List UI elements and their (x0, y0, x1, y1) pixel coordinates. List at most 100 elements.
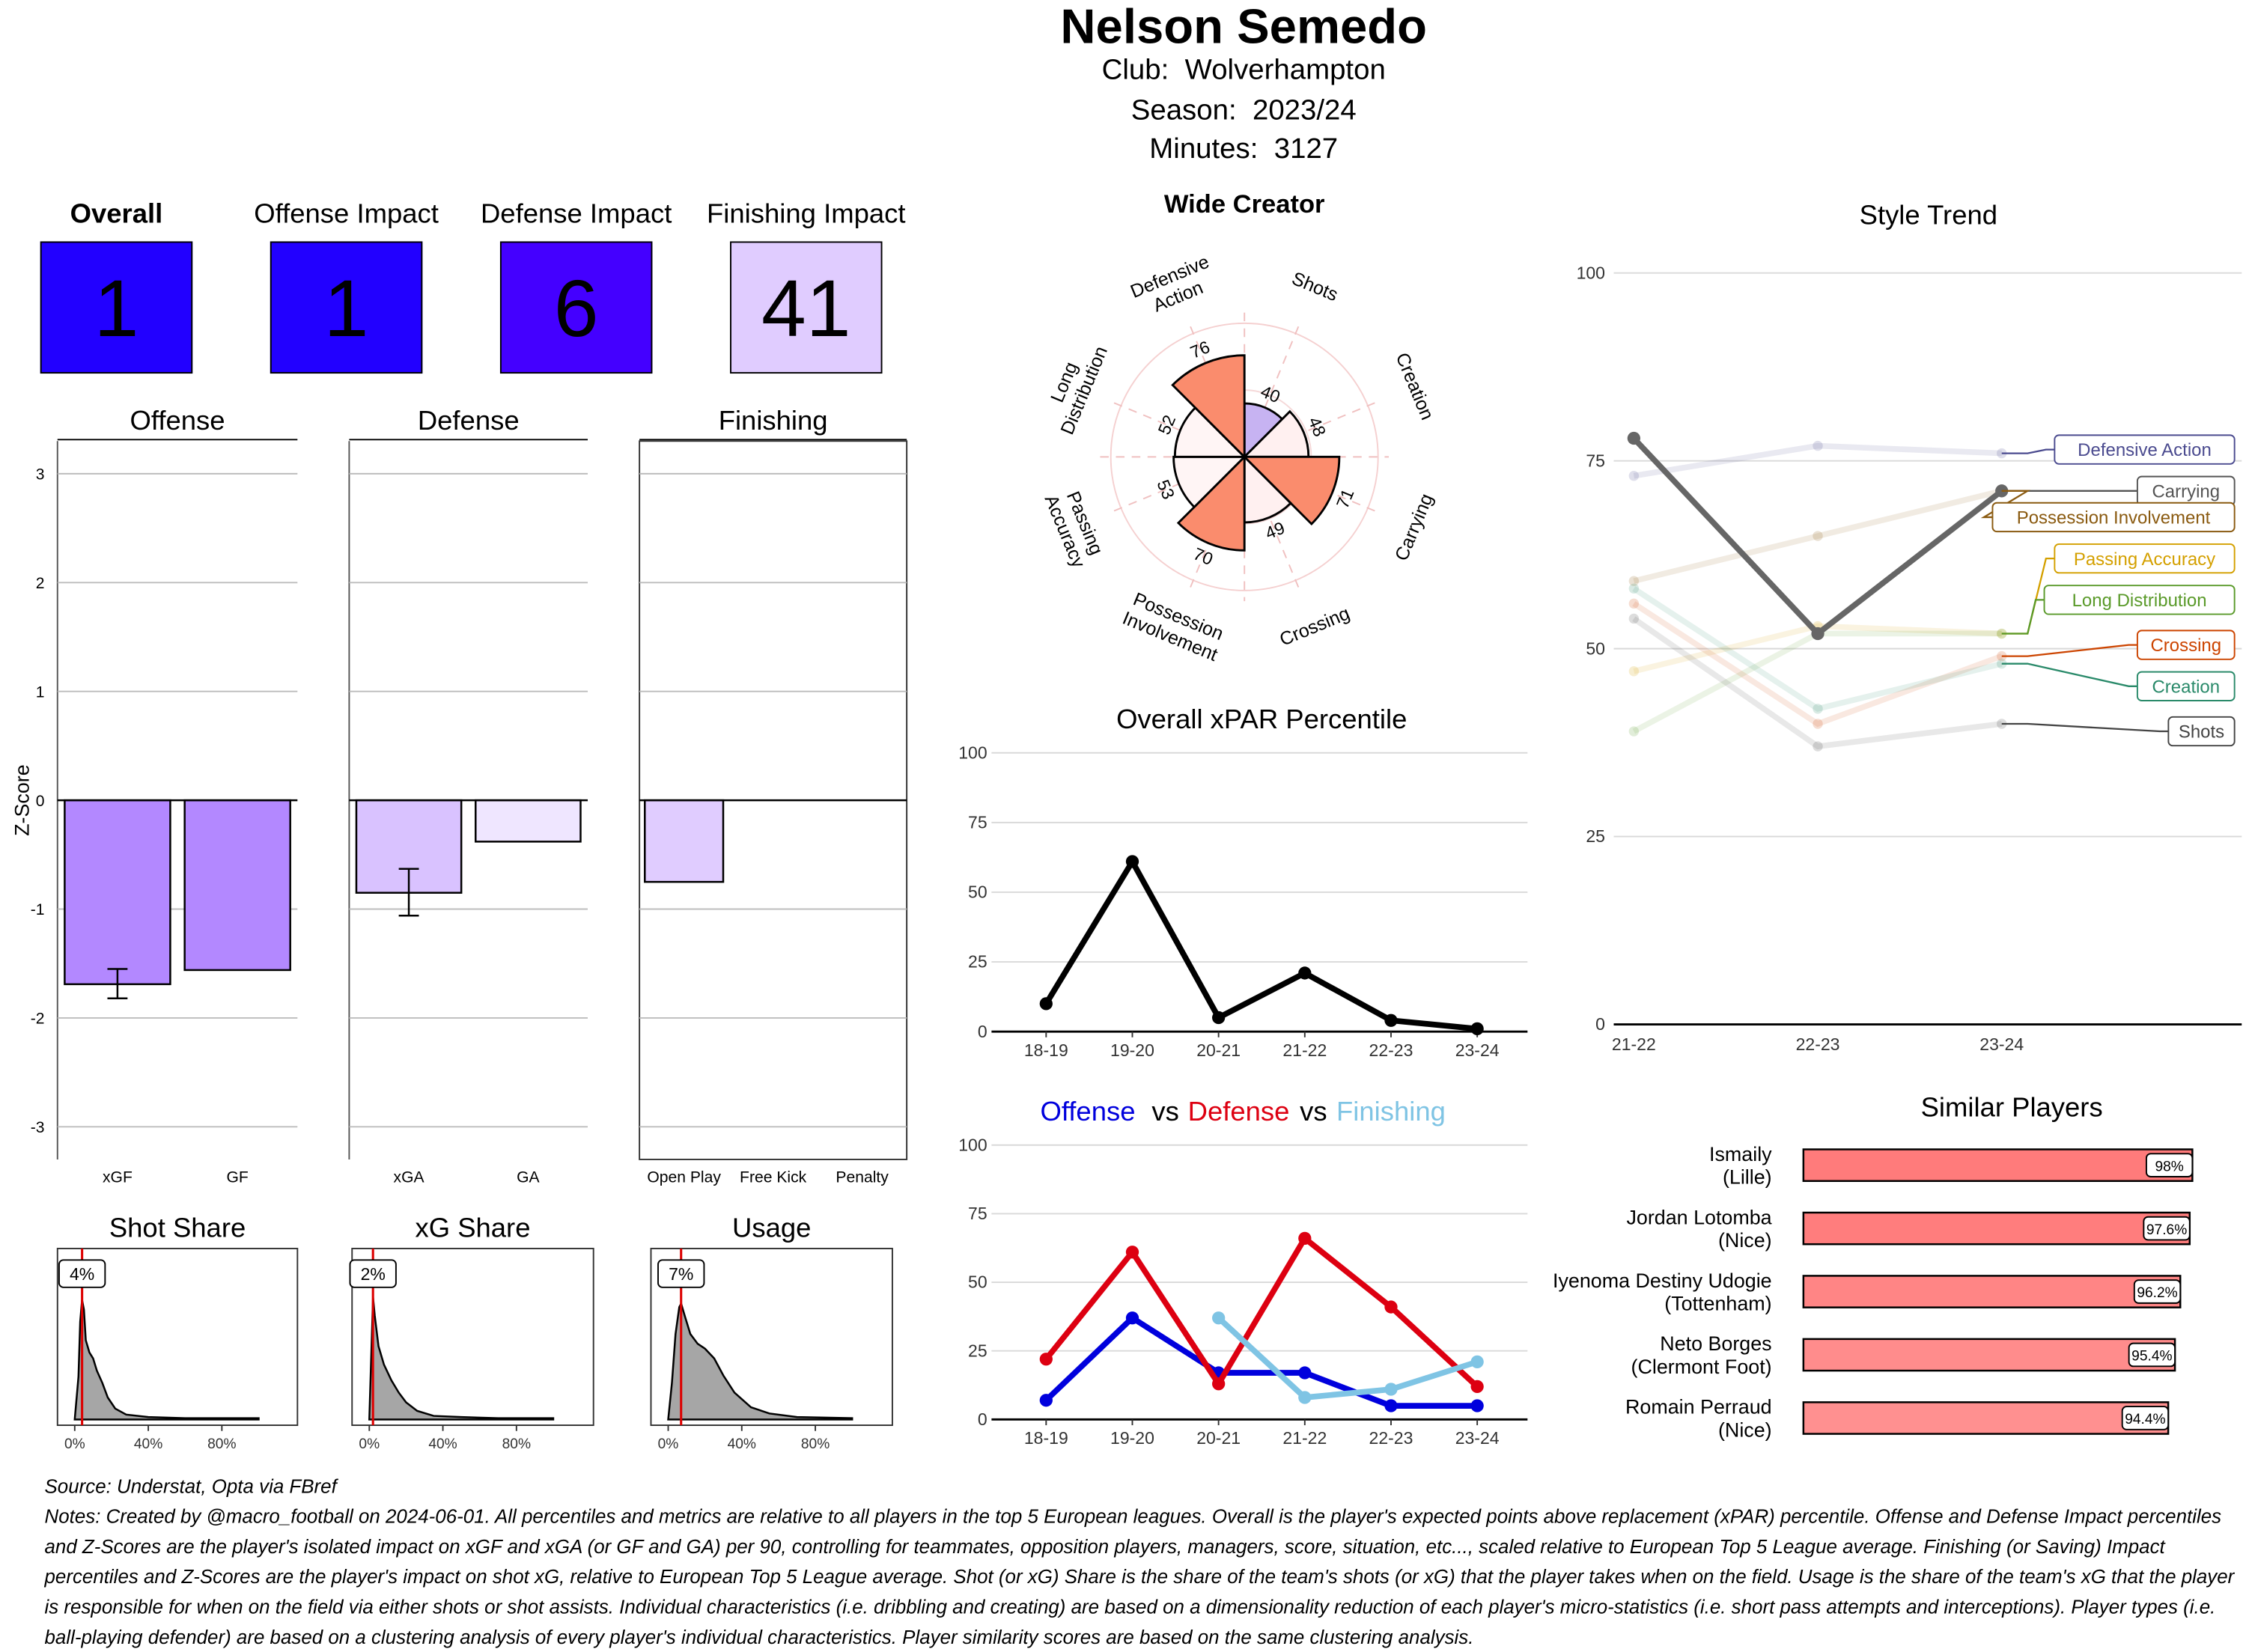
impact-overall-value: 1 (94, 262, 139, 353)
zscore-category-label: GF (227, 1169, 249, 1186)
radar-ring (1110, 322, 1379, 591)
style-faded-point (1628, 613, 1640, 624)
share-tick-label: 80% (207, 1436, 236, 1452)
ovd-series-line (1044, 1314, 1478, 1409)
minutes-value: 3127 (1273, 133, 1339, 165)
similar-bar (1802, 1148, 2194, 1182)
share-tick-label: 40% (428, 1436, 457, 1452)
similar-player-club: (Lille) (1723, 1166, 1772, 1189)
ovd-point (1298, 1366, 1312, 1380)
xpar-category-label: 23-24 (1455, 1040, 1500, 1060)
style-title: Style Trend (1860, 199, 1997, 230)
similar-player-name: Ismaily (1709, 1143, 1772, 1165)
zscore-category-label: Penalty (836, 1169, 889, 1186)
style-faded-point (1813, 531, 1823, 541)
radar-value-label: 40 (1258, 381, 1283, 406)
style-category-label: 22-23 (1796, 1034, 1840, 1054)
style-faded-point (1813, 704, 1823, 714)
style-series-label: Possession Involvement (2017, 508, 2211, 528)
style-label-box (2054, 543, 2236, 574)
ovd-title-part: Finishing (1336, 1096, 1446, 1127)
share-value-box (657, 1259, 705, 1288)
style-series-label: Creation (2152, 677, 2220, 697)
style-tick-label: 100 (1577, 263, 1605, 282)
style-tick-label: 25 (1586, 826, 1605, 846)
style-tick-label: 50 (1586, 638, 1605, 658)
similar-player-name: Romain Perraud (1625, 1396, 1772, 1418)
style-label-box (2054, 434, 2236, 465)
impact-offense-value: 1 (323, 262, 369, 353)
style-faded-point (1628, 726, 1640, 737)
zscore-panel-title: Offense (130, 405, 225, 436)
ovd-point (1384, 1383, 1398, 1396)
share-tick-label: 80% (801, 1436, 830, 1452)
style-series-label: Defensive Action (2078, 440, 2212, 460)
radar-title: Wide Creator (1164, 190, 1325, 219)
similar-value-box (2128, 1342, 2176, 1368)
ovd-tick-label: 50 (968, 1272, 987, 1292)
share-panel-title: Usage (732, 1213, 811, 1243)
similar-value-box (2133, 1279, 2182, 1304)
style-faded-point (1628, 576, 1640, 586)
ovd-title-part: Defense (1188, 1096, 1290, 1127)
style-series-label: Long Distribution (2072, 591, 2207, 611)
similar-bar (1802, 1338, 2176, 1372)
style-label-box (1991, 502, 2236, 533)
zscore-tick-label: 0 (36, 793, 45, 810)
xpar-category-label: 21-22 (1282, 1040, 1327, 1060)
share-panel-frame (650, 1247, 893, 1427)
share-tick-label: 0% (64, 1436, 85, 1452)
impact-defense-value: 6 (553, 262, 599, 353)
xpar-point (1212, 1011, 1226, 1025)
radar-category-label: Shots (1288, 268, 1341, 305)
similar-value-label: 95.4% (2131, 1349, 2172, 1365)
season-line: Season: 2023/24 (0, 95, 2246, 128)
season-value: 2023/24 (1252, 94, 1357, 127)
similar-value-label: 97.6% (2146, 1222, 2187, 1238)
zscore-tick-label: -1 (31, 901, 45, 918)
radar-value-label: 49 (1262, 518, 1288, 543)
radar-slice (1176, 454, 1246, 552)
xpar-point (1470, 1022, 1484, 1036)
style-faded-point (1628, 666, 1640, 677)
radar-category-label: Crossing (1276, 603, 1353, 650)
ovd-point (1125, 1311, 1139, 1325)
minutes-label: Minutes: (1149, 133, 1259, 165)
impact-offense-box: 1 (270, 241, 423, 374)
style-tick-label: 0 (1595, 1014, 1605, 1034)
style-faded-point (1813, 719, 1823, 729)
zscore-tick-label: 3 (36, 466, 45, 484)
player-name: Nelson Semedo (1060, 0, 1428, 55)
ovd-category-label: 23-24 (1455, 1428, 1500, 1448)
radar-slice (1171, 354, 1246, 460)
impact-finishing-value: 41 (761, 262, 851, 353)
impact-overall-box: 1 (40, 241, 193, 374)
similar-player-club: (Tottenham) (1664, 1292, 1771, 1314)
density-area (73, 1299, 260, 1421)
similar-player-club: (Nice) (1718, 1418, 1772, 1441)
zscore-category-label: xGF (103, 1169, 133, 1186)
zscore-panel-title: Defense (418, 405, 520, 436)
similar-player-club: (Clermont Foot) (1631, 1356, 1772, 1378)
xpar-tick-label: 100 (958, 743, 987, 762)
ovd-title-part: Offense (1040, 1096, 1135, 1127)
zscore-category-label: Free Kick (740, 1169, 807, 1186)
ovd-point (1470, 1355, 1484, 1369)
similar-value-label: 98% (2155, 1159, 2183, 1174)
style-highlight-point (1627, 431, 1640, 445)
style-faded-point (1628, 583, 1640, 594)
style-category-label: 23-24 (1979, 1034, 2024, 1054)
zscore-ylabel: Z-Score (10, 764, 33, 836)
share-value-box (58, 1259, 106, 1288)
xpar-tick-label: 25 (968, 952, 987, 972)
style-highlight-point (1811, 627, 1825, 641)
style-label-leader (2001, 722, 2169, 733)
share-tick-label: 40% (728, 1436, 756, 1452)
radar-slice (1173, 406, 1247, 458)
ovd-point (1298, 1391, 1312, 1404)
xpar-title: Overall xPAR Percentile (1116, 704, 1407, 734)
xpar-point (1039, 997, 1053, 1011)
radar-value-label: 70 (1190, 543, 1216, 569)
